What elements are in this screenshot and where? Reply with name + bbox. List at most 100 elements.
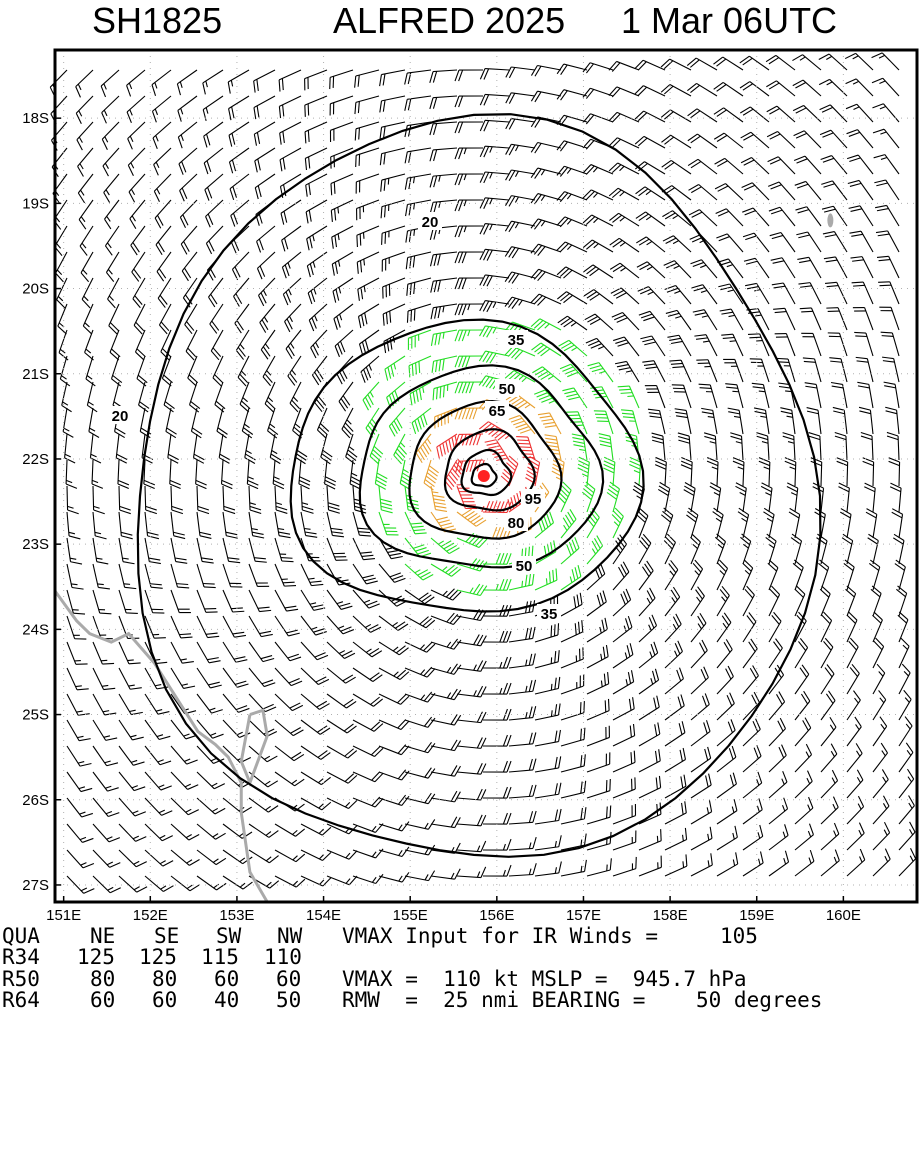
- wind-barb: [455, 148, 483, 159]
- wind-barb: [611, 288, 639, 304]
- wind-barb: [661, 508, 672, 538]
- wind-barb: [645, 386, 665, 408]
- wind-barb: [561, 674, 584, 694]
- wind-barb: [861, 432, 873, 460]
- wind-barb: [893, 534, 904, 564]
- wind-barb: [609, 87, 639, 97]
- wind-barb: [899, 822, 915, 850]
- wind-barb: [105, 226, 119, 255]
- wind-barb: [770, 233, 795, 252]
- wind-barb: [825, 282, 847, 304]
- wind-barb: [280, 148, 301, 171]
- wind-barb: [93, 486, 105, 514]
- wind-barb: [188, 356, 198, 386]
- wind-barb: [275, 746, 304, 761]
- wind-barb: [405, 486, 419, 512]
- wind-barb: [535, 783, 561, 798]
- wind-barb: [179, 148, 197, 175]
- wind-barb: [430, 70, 457, 83]
- wind-barb: [873, 796, 889, 824]
- wind-barb: [234, 278, 249, 306]
- wind-barb: [509, 863, 536, 876]
- wind-barb: [357, 252, 379, 274]
- title-bar: SH1825 ALFRED 2025 1 Mar 06UTC: [0, 0, 919, 44]
- wind-barb: [301, 746, 330, 759]
- wind-barb: [457, 815, 486, 826]
- wind-barb: [381, 200, 405, 218]
- wind-barb: [587, 779, 610, 798]
- wind-barb: [688, 159, 717, 174]
- wind-barb: [885, 407, 899, 434]
- wind-barb: [583, 88, 613, 98]
- wind-barb: [535, 677, 560, 694]
- wind-barb: [795, 638, 808, 668]
- wind-barb: [353, 616, 381, 632]
- wind-barb: [609, 213, 639, 226]
- wind-barb: [621, 410, 639, 434]
- wind-barb: [455, 96, 483, 107]
- wind-barb: [171, 772, 198, 789]
- wind-barb: [145, 694, 169, 714]
- wind-barb: [480, 301, 509, 312]
- wind-barb: [431, 714, 461, 725]
- wind-barb: [197, 486, 209, 514]
- wind-barb: [67, 694, 90, 715]
- wind-barb: [585, 314, 613, 330]
- wind-barb: [76, 70, 93, 97]
- wind-barb: [821, 850, 839, 876]
- wind-barb: [382, 252, 405, 272]
- wind-barb: [119, 772, 145, 791]
- wind-barb: [353, 874, 383, 883]
- wind-barb: [690, 534, 700, 564]
- vmax-mslp-line: VMAX = 110 kt MSLP = 945.7 hPa: [342, 969, 747, 990]
- wind-barb: [795, 207, 821, 226]
- wind-barb: [505, 196, 535, 207]
- wind-barb: [665, 587, 680, 616]
- wind-barb: [561, 728, 585, 746]
- wind-barb: [455, 200, 483, 211]
- wind-barb: [206, 226, 223, 254]
- wind-barb: [665, 694, 684, 720]
- wind-barb: [171, 564, 189, 588]
- wind-barb: [761, 483, 772, 512]
- wind-barb: [625, 433, 639, 460]
- wind-barb: [715, 158, 743, 174]
- wind-barb: [301, 486, 314, 513]
- wind-barb: [797, 257, 821, 278]
- wind-barb: [405, 768, 435, 779]
- wind-barb: [197, 616, 219, 638]
- wind-barb: [430, 200, 457, 214]
- wind-barb: [431, 817, 460, 828]
- wind-barb: [223, 538, 240, 563]
- wind-barb: [480, 146, 509, 157]
- wind-barb: [789, 508, 800, 538]
- r50-label: R50: [2, 969, 40, 990]
- r50-nw: 60: [276, 969, 301, 990]
- wind-barb: [557, 192, 587, 202]
- wind-barb: [713, 57, 743, 70]
- wind-barb: [197, 590, 218, 612]
- wind-barb: [740, 56, 769, 70]
- wind-barb: [254, 96, 275, 119]
- wind-barb: [457, 584, 487, 595]
- wind-barb: [785, 458, 796, 486]
- wind-barb: [93, 668, 115, 690]
- quadrant-sw: SW: [216, 926, 241, 947]
- wind-barb: [305, 96, 327, 117]
- wind-barb: [110, 330, 120, 360]
- wind-barb: [768, 182, 795, 200]
- wind-barb: [857, 382, 873, 408]
- wind-barb: [691, 693, 709, 720]
- wind-barb: [863, 458, 874, 486]
- wind-barb: [379, 847, 409, 857]
- r34-nw: 110: [264, 947, 302, 968]
- wind-barb: [820, 586, 830, 616]
- wind-barb: [639, 642, 658, 668]
- wind-barb: [795, 744, 812, 772]
- wind-barb: [531, 219, 561, 229]
- lon-tick-label: 153E: [219, 907, 254, 924]
- wind-barb: [872, 78, 899, 96]
- wind-barb: [405, 148, 431, 163]
- wind-barb: [430, 148, 457, 161]
- wind-barb: [137, 356, 147, 386]
